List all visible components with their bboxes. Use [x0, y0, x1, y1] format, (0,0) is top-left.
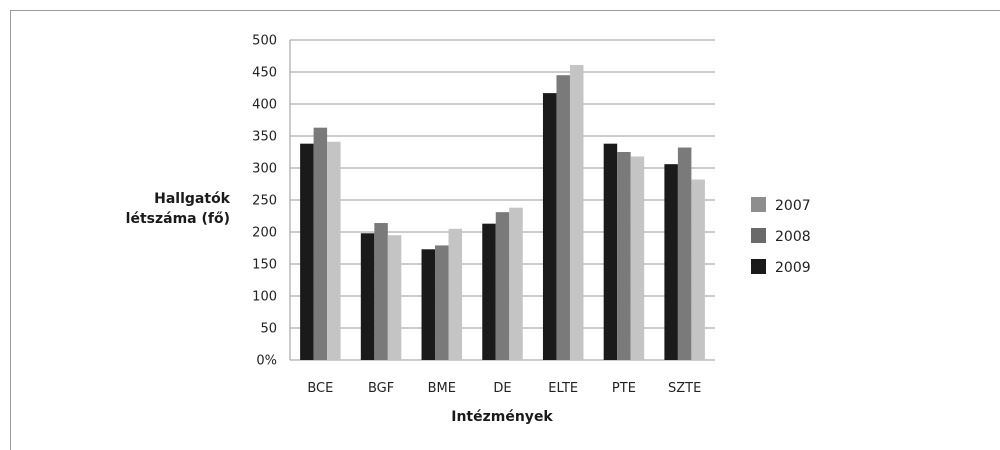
y-axis-title-line2: létszáma (fő)	[126, 211, 230, 227]
legend-label-2008: 2008	[775, 229, 811, 245]
y-tick-label: 200	[252, 226, 277, 241]
y-tick-label: 100	[252, 290, 277, 305]
y-tick-label: 300	[252, 162, 277, 177]
bar-bgf-2009	[360, 233, 375, 360]
legend-label-2007: 2007	[775, 198, 811, 214]
x-tick-label: SZTE	[668, 381, 701, 396]
y-tick-labels: 0% 50 100 150 200 250 300 350 400 450 500	[252, 34, 277, 369]
x-tick-label: BME	[428, 381, 456, 396]
legend-label-2009: 2009	[775, 260, 811, 276]
legend: 2007 2008 2009	[751, 197, 811, 276]
bar-szte-2007	[691, 179, 705, 360]
y-axis-title-line1: Hallgatók	[154, 191, 231, 207]
bar-de-2008	[495, 212, 510, 360]
legend-swatch-2009	[751, 259, 766, 274]
x-tick-label: BGF	[368, 381, 394, 396]
bar-bce-2007	[327, 141, 341, 360]
bar-de-2007	[509, 207, 523, 360]
bar-bme-2008	[435, 245, 449, 360]
y-tick-label: 150	[252, 258, 277, 273]
bar-bgf-2007	[387, 235, 402, 360]
bar-szte-2009	[664, 164, 678, 360]
x-tick-label: ELTE	[548, 381, 578, 396]
legend-swatch-2007	[751, 197, 766, 212]
x-tick-label: DE	[493, 381, 511, 396]
bar-elte-2009	[542, 93, 557, 361]
bar-pte-2009	[603, 143, 618, 360]
y-tick-label: 400	[252, 98, 277, 113]
chart-frame	[10, 10, 1000, 450]
y-tick-label: 50	[260, 322, 277, 337]
y-tick-label: 500	[252, 34, 277, 49]
bar-pte-2008	[617, 152, 631, 360]
x-tick-label: PTE	[612, 381, 636, 396]
legend-swatch-2008	[751, 228, 766, 243]
y-tick-label: 0%	[256, 354, 277, 369]
x-axis-title: Intézmények	[451, 409, 553, 425]
x-tick-label: BCE	[307, 381, 333, 396]
bar-bgf-2008	[374, 223, 388, 360]
bar-elte-2008	[556, 75, 570, 360]
bar-bme-2009	[421, 249, 436, 360]
y-tick-label: 250	[252, 194, 277, 209]
y-tick-label: 450	[252, 66, 277, 81]
bar-elte-2007	[569, 64, 584, 361]
bar-bce-2008	[313, 127, 328, 361]
bar-bce-2009	[300, 143, 314, 360]
bar-bme-2007	[448, 228, 463, 360]
y-tick-label: 350	[252, 130, 277, 145]
bars	[300, 64, 705, 361]
bar-de-2009	[482, 223, 496, 360]
bar-szte-2008	[677, 147, 692, 360]
bar-pte-2007	[630, 156, 645, 360]
x-tick-labels: BCE BGF BME DE ELTE PTE SZTE	[307, 381, 701, 396]
bar-chart: 0% 50 100 150 200 250 300 350 400 450 500 BCE BGF BM…	[126, 34, 811, 426]
